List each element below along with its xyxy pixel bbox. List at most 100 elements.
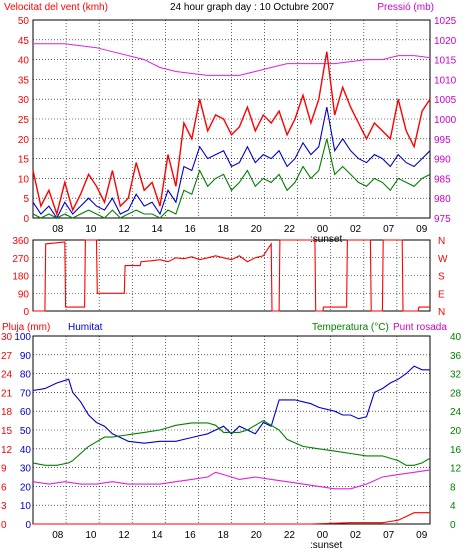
chart3-pluja-tick: 18 — [1, 407, 13, 418]
chart2-right-tick: N — [438, 307, 445, 318]
chart1-right-tick: 1015 — [434, 56, 457, 67]
chart1-x-tick-00: 00 — [317, 224, 329, 235]
chart1-x-tick-09: 09 — [416, 224, 428, 235]
chart1-x-tick-22: 22 — [284, 224, 296, 235]
chart2-right-tick: S — [438, 272, 445, 283]
chart3-humitat-tick: 90 — [20, 351, 32, 362]
chart3-temp-tick: 20 — [450, 426, 462, 437]
chart1-left-tick: 15 — [18, 155, 30, 166]
chart1-x-tick-08: 08 — [52, 224, 64, 235]
chart3-x-tick-07: 07 — [383, 530, 395, 541]
chart3-temp-tick: 24 — [450, 407, 462, 418]
chart1-left-tick: 25 — [18, 115, 30, 126]
chart1-right-axis-label: Pressió (mb) — [377, 2, 434, 13]
chart1-right-tick: 1020 — [434, 36, 457, 47]
chart1-x-tick-02: 02 — [350, 224, 362, 235]
chart1-x-tick-10: 10 — [85, 224, 97, 235]
chart3-x-tick-10: 10 — [85, 530, 97, 541]
chart1-x-tick-16: 16 — [185, 224, 197, 235]
chart1-left-tick: 0 — [23, 214, 29, 225]
chart3-x-tick-00: 00 — [317, 530, 329, 541]
chart3-humitat-tick: 20 — [20, 482, 32, 493]
chart3-x-tick-14: 14 — [152, 530, 164, 541]
chart3-x-tick-22: 22 — [284, 530, 296, 541]
chart1-min-line — [32, 138, 431, 219]
chart1-left-axis-label: Velocitat del vent (kmh) — [4, 2, 108, 13]
chart1-right-tick: 985 — [434, 174, 451, 185]
chart1-x-tick-14: 14 — [152, 224, 164, 235]
chart3-humitat-tick: 70 — [20, 388, 32, 399]
chart1-right-tick: 1005 — [434, 95, 457, 106]
chart1-left-tick: 30 — [18, 95, 30, 106]
chart2-left-tick: 270 — [12, 254, 29, 265]
chart3-humitat-tick: 50 — [20, 426, 32, 437]
chart3-pluja-tick: 12 — [1, 445, 13, 456]
chart3-pluja-tick: 21 — [1, 388, 13, 399]
chart3-x-tick-12: 12 — [118, 530, 130, 541]
chart1-left-tick: 45 — [18, 36, 30, 47]
chart1-x-tick-20: 20 — [251, 224, 263, 235]
chart1-right-tick: 1010 — [434, 75, 457, 86]
chart3-humitat-tick: 30 — [20, 464, 32, 475]
chart3-pluja-tick: 0 — [1, 520, 7, 531]
chart1-x-tick-12: 12 — [118, 224, 130, 235]
chart3-dewpoint-line — [32, 469, 431, 490]
chart1-left-tick: 5 — [23, 194, 29, 205]
chart3-humitat-label: Humitat — [68, 322, 103, 333]
chart3-temperature-label: Temperatura (°C) — [312, 322, 389, 333]
chart3-temp-tick: 32 — [450, 370, 462, 381]
chart2-direction-line — [33, 239, 430, 312]
chart3-humitat-tick: 100 — [14, 332, 31, 343]
chart2-right-tick: E — [438, 289, 445, 300]
chart1-avg-line — [32, 106, 431, 220]
chart3-pluja-tick: 15 — [1, 426, 13, 437]
chart3-dewpoint-label: Punt rosada — [393, 322, 447, 333]
chart3-temperature-line — [32, 419, 431, 466]
chart3-pluja-tick: 24 — [1, 370, 13, 381]
chart3-x-tick-02: 02 — [350, 530, 362, 541]
chart1-pressure-line — [33, 43, 431, 76]
chart3-temp-tick: 36 — [450, 351, 462, 362]
chart2-left-tick: 90 — [18, 289, 30, 300]
chart3-temp-tick: 8 — [450, 482, 456, 493]
chart3-temp-tick: 16 — [450, 445, 462, 456]
chart3-temp-tick: 4 — [450, 501, 456, 512]
chart3-temp-tick: 12 — [450, 464, 462, 475]
chart3-temp-tick: 0 — [450, 520, 456, 531]
chart1-title: 24 hour graph day : 10 Octubre 2007 — [170, 2, 334, 13]
chart3-humitat-tick: 80 — [20, 370, 32, 381]
chart2-left-tick: 360 — [12, 236, 29, 247]
chart2-right-tick: W — [438, 254, 448, 265]
chart3-humitat-tick: 60 — [20, 407, 32, 418]
chart3-x-tick-18: 18 — [218, 530, 230, 541]
chart3-pluja-tick: 3 — [1, 501, 7, 512]
chart3-pluja-tick: 27 — [1, 351, 13, 362]
chart3-pluja-label: Pluja (mm) — [2, 322, 50, 333]
chart3-x-tick-16: 16 — [185, 530, 197, 541]
chart3-humitat-line — [32, 365, 430, 444]
chart3-temp-tick: 28 — [450, 388, 462, 399]
chart3-humitat-tick: 10 — [20, 501, 32, 512]
chart3-pluja-line — [33, 512, 430, 525]
chart1-right-tick: 990 — [434, 155, 451, 166]
chart1-x-tick-07: 07 — [383, 224, 395, 235]
chart3-temp-tick: 40 — [450, 332, 462, 343]
chart3-humitat-tick: 0 — [25, 520, 31, 531]
chart1-right-tick: 980 — [434, 194, 451, 205]
chart1-right-tick: 975 — [434, 214, 451, 225]
chart1-right-tick: 995 — [434, 135, 451, 146]
chart1-left-tick: 10 — [18, 174, 30, 185]
chart1-left-tick: 50 — [18, 16, 30, 27]
chart3-x-tick-20: 20 — [251, 530, 263, 541]
chart3-pluja-tick: 30 — [1, 332, 13, 343]
chart1-left-tick: 20 — [18, 135, 30, 146]
chart1-left-tick: 40 — [18, 56, 30, 67]
chart3-humitat-tick: 40 — [20, 445, 32, 456]
chart1-gust-line — [32, 51, 431, 217]
chart1-left-tick: 35 — [18, 75, 30, 86]
chart3-sunset-label: :sunset — [310, 540, 342, 551]
chart3-x-tick-09: 09 — [416, 530, 428, 541]
chart1-x-tick-18: 18 — [218, 224, 230, 235]
